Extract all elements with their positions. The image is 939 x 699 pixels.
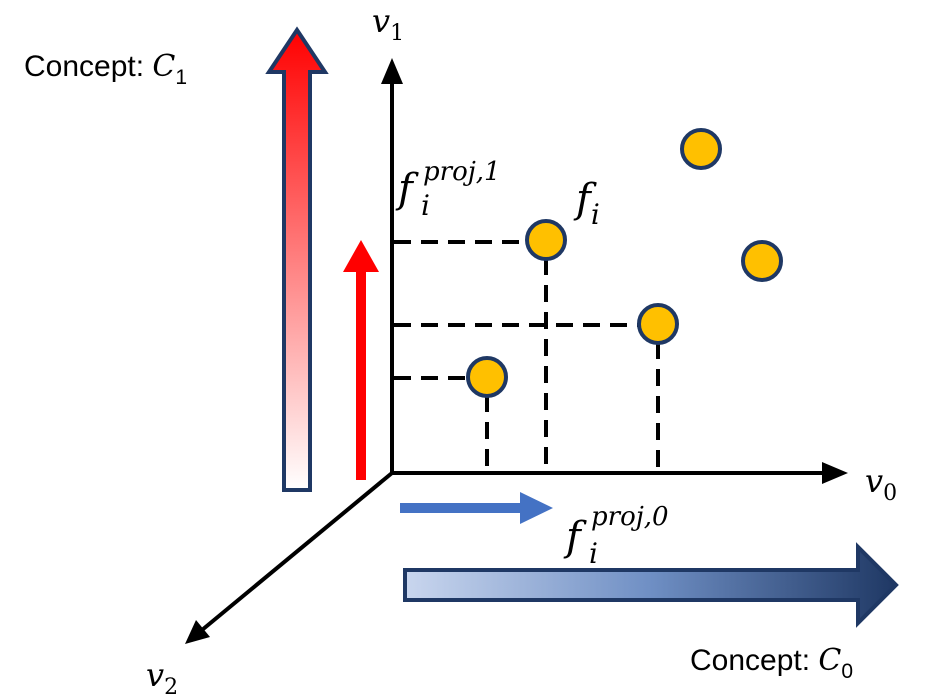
axis-v2-arrowhead [185,620,210,644]
proj0-arrow-head [520,492,553,524]
feature-fi-label: fi [573,176,600,231]
proj0-arrow [400,492,553,524]
axes [185,58,848,644]
feature-proj0-label: f iproj,0 [563,502,669,570]
concept-c1-label: Concept: C1 [24,49,187,89]
proj1-arrow-shaft [356,270,366,480]
axis-v1-arrowhead [381,58,403,84]
proj0-arrow-shaft [400,503,522,513]
feature-proj1-label: f iproj,1 [395,157,501,222]
axis-v0-arrowhead [822,462,848,484]
data-point [466,356,508,398]
axis-v1-label: v1 [372,2,404,46]
axis-v0-label: v0 [865,462,897,506]
concept-c0-label: Concept: C0 [690,643,853,683]
axis-v2 [200,471,394,632]
data-point-fi [525,219,567,261]
projection-dashes [394,240,660,472]
data-point [680,128,722,170]
data-point [741,240,783,282]
concept-c0-arrow [403,542,899,628]
proj1-arrow [343,240,379,480]
feature-points [466,128,783,398]
concept-c1-arrow [265,26,329,492]
data-point [637,303,679,345]
proj1-arrow-head [343,240,379,272]
axis-v2-label: v2 [146,656,178,699]
